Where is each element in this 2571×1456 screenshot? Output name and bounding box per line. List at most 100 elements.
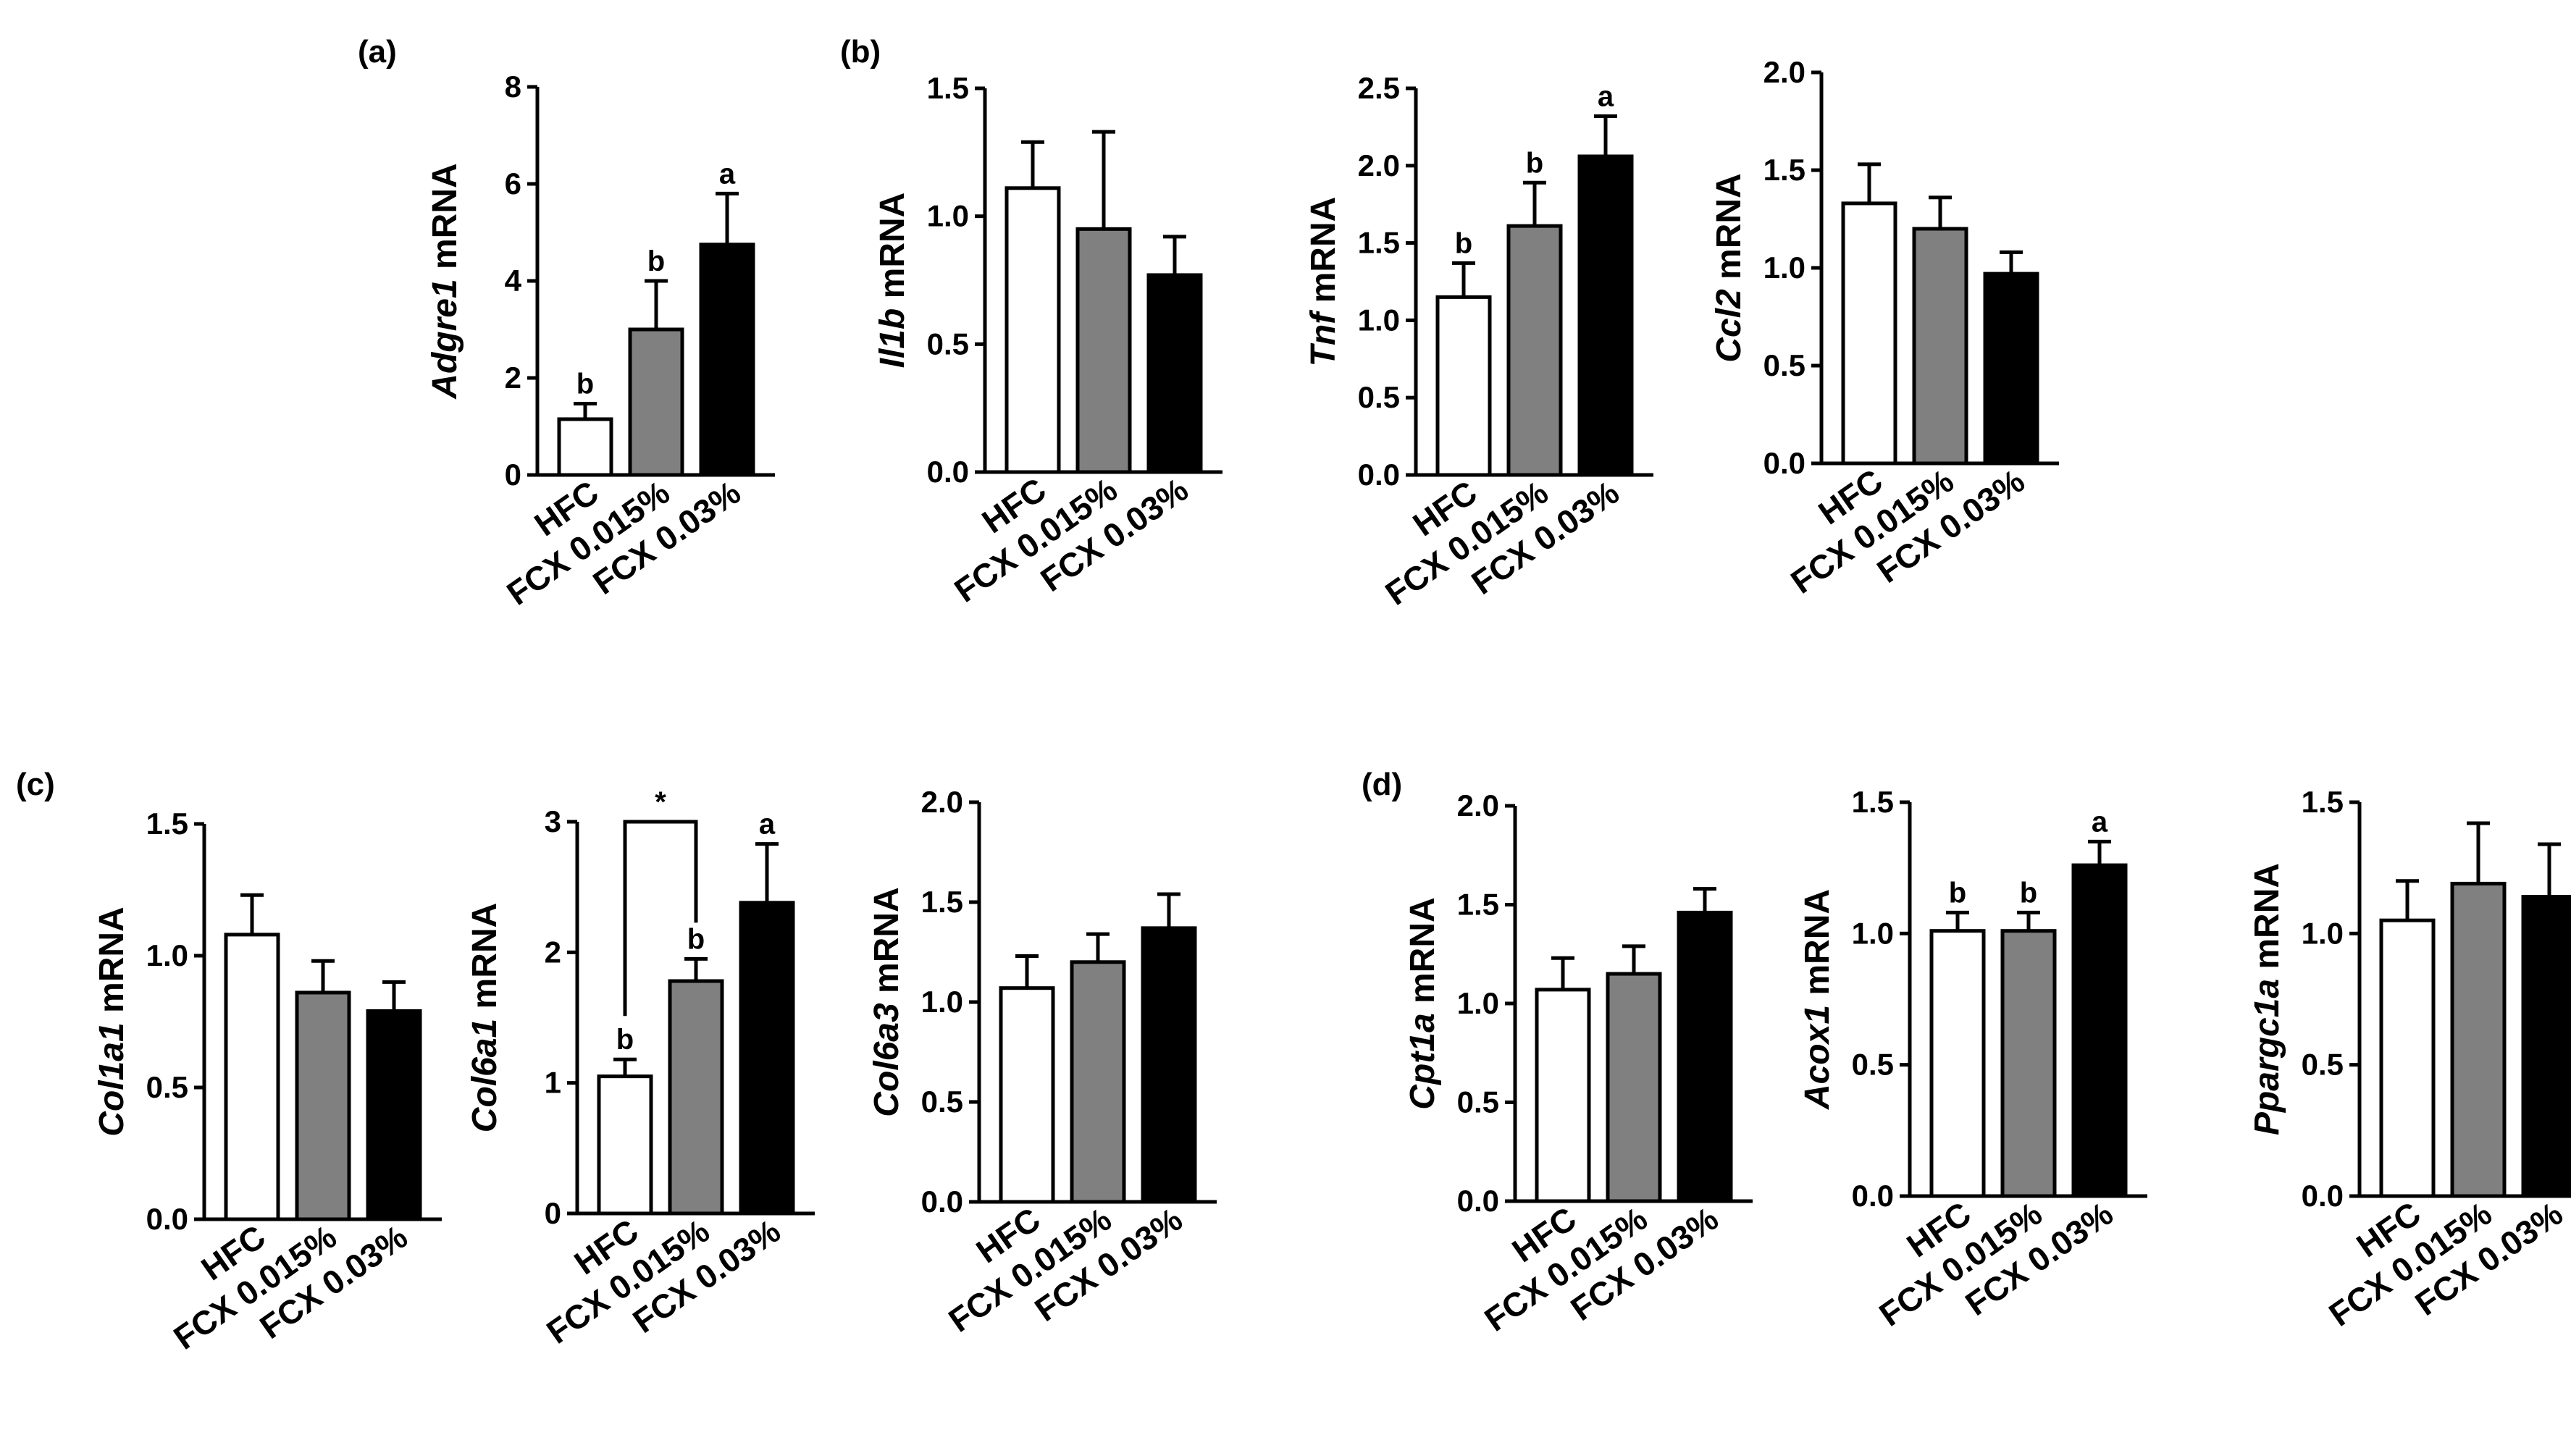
y-axis-label: Ppargc1a mRNA xyxy=(2248,863,2286,1135)
significance-bracket xyxy=(623,820,698,1017)
bar-fcx-0-03 xyxy=(2071,863,2128,1198)
y-tick-label: 2.0 xyxy=(921,785,963,819)
panel-letter-c: (c) xyxy=(16,767,55,802)
gene-name: Adgre1 xyxy=(426,279,464,399)
significance-letter: a xyxy=(719,158,736,190)
y-axis-label: Tnf mRNA xyxy=(1304,197,1343,367)
y-tick-label: 1.0 xyxy=(927,199,969,233)
bar-hfc xyxy=(1005,186,1061,474)
y-axis-label: Acox1 mRNA xyxy=(1798,889,1837,1110)
y-tick-label: 1.0 xyxy=(921,985,963,1019)
gene-name: Col1a1 xyxy=(93,1022,131,1136)
ylabel-suffix: mRNA xyxy=(1798,889,1837,1005)
y-tick-label: 1.0 xyxy=(1457,986,1499,1020)
y-tick-label: 2.0 xyxy=(1763,55,1805,89)
y-tick-label: 0.5 xyxy=(2302,1048,2344,1082)
bar-fcx-0-03 xyxy=(1983,272,2039,466)
bar-fcx-0-015 xyxy=(2000,929,2057,1198)
y-tick-label: 6 xyxy=(505,167,521,201)
y-axis-label: Col6a3 mRNA xyxy=(868,887,906,1116)
significance-letter: a xyxy=(759,809,776,841)
y-tick-label: 0.0 xyxy=(927,455,969,489)
bar-fcx-0-03 xyxy=(739,901,795,1216)
y-tick-label: 0.0 xyxy=(146,1202,188,1236)
y-tick-label: 1.5 xyxy=(1457,888,1499,922)
gene-name: Col6a1 xyxy=(466,1019,504,1132)
bar-fcx-0-015 xyxy=(2450,881,2507,1198)
y-tick-label: 0.0 xyxy=(1358,458,1400,492)
bar-fcx-0-03 xyxy=(2521,895,2571,1198)
y-tick-label: 1.5 xyxy=(1358,226,1400,260)
gene-name: Acox1 xyxy=(1798,1005,1837,1110)
ylabel-suffix: mRNA xyxy=(1304,197,1343,313)
y-tick-label: 1.0 xyxy=(1763,251,1805,285)
y-tick-label: 1.0 xyxy=(1852,916,1894,950)
y-tick-label: 0.5 xyxy=(927,327,969,361)
bar-fcx-0-015 xyxy=(668,979,724,1216)
significance-letter: b xyxy=(1949,877,1966,909)
y-tick-label: 0.0 xyxy=(1763,446,1805,480)
gene-name: Ppargc1a xyxy=(2248,979,2286,1135)
bar-fcx-0-015 xyxy=(295,990,351,1221)
bar-hfc xyxy=(224,933,280,1221)
y-tick-label: 0.0 xyxy=(1852,1179,1894,1213)
panel-letter-a: (a) xyxy=(358,34,397,70)
bar-fcx-0-015 xyxy=(1506,224,1563,477)
y-tick-label: 1.0 xyxy=(146,938,188,972)
ylabel-suffix: mRNA xyxy=(1404,897,1442,1013)
bar-fcx-0-015 xyxy=(1075,227,1132,474)
y-tick-label: 3 xyxy=(545,804,561,838)
bar-hfc xyxy=(597,1074,653,1216)
ylabel-suffix: mRNA xyxy=(1710,173,1748,289)
bar-fcx-0-015 xyxy=(1070,960,1126,1204)
y-axis-label: Ccl2 mRNA xyxy=(1710,173,1748,362)
y-tick-label: 1.5 xyxy=(1852,785,1894,819)
bar-hfc xyxy=(2379,918,2436,1198)
bar-hfc xyxy=(1535,988,1591,1203)
ylabel-suffix: mRNA xyxy=(93,906,131,1022)
bar-hfc xyxy=(1929,929,1986,1198)
y-tick-label: 2.5 xyxy=(1358,71,1400,105)
y-tick-label: 2 xyxy=(545,935,561,969)
y-tick-label: 2 xyxy=(505,361,521,395)
bar-fcx-0-03 xyxy=(1146,273,1203,474)
y-tick-label: 2.0 xyxy=(1457,788,1499,822)
y-tick-label: 0.0 xyxy=(2302,1179,2344,1213)
significance-letter: a xyxy=(2092,806,2108,838)
significance-letter: a xyxy=(1598,80,1614,112)
bar-hfc xyxy=(999,986,1055,1204)
panel-letter-d: (d) xyxy=(1362,767,1402,802)
significance-star: * xyxy=(655,786,666,818)
y-tick-label: 1.0 xyxy=(2302,916,2344,950)
y-tick-label: 0 xyxy=(505,458,521,492)
y-axis-label: Adgre1 mRNA xyxy=(426,163,464,399)
panel-letter-b: (b) xyxy=(840,34,881,70)
ylabel-suffix: mRNA xyxy=(868,887,906,1003)
bar-hfc xyxy=(557,417,613,477)
significance-letter: b xyxy=(1526,147,1543,179)
bar-hfc xyxy=(1841,201,1897,466)
significance-letter: b xyxy=(687,923,705,955)
bar-fcx-0-03 xyxy=(1141,926,1197,1204)
y-axis-label: Cpt1a mRNA xyxy=(1404,897,1442,1109)
y-tick-label: 8 xyxy=(505,70,521,104)
ylabel-suffix: mRNA xyxy=(466,903,504,1019)
y-tick-label: 1.5 xyxy=(1763,153,1805,187)
y-axis-label: Col1a1 mRNA xyxy=(93,906,131,1136)
y-axis-label: Col6a1 mRNA xyxy=(466,903,504,1132)
y-tick-label: 0.5 xyxy=(1852,1048,1894,1082)
y-tick-label: 1.5 xyxy=(921,885,963,919)
y-tick-label: 0.5 xyxy=(1358,380,1400,414)
gene-name: Cpt1a xyxy=(1404,1013,1442,1109)
y-tick-label: 0.0 xyxy=(921,1184,963,1219)
y-tick-label: 1 xyxy=(545,1066,561,1100)
bar-hfc xyxy=(1435,295,1492,477)
y-tick-label: 0 xyxy=(545,1196,561,1230)
y-axis-label: Il1b mRNA xyxy=(873,193,912,369)
